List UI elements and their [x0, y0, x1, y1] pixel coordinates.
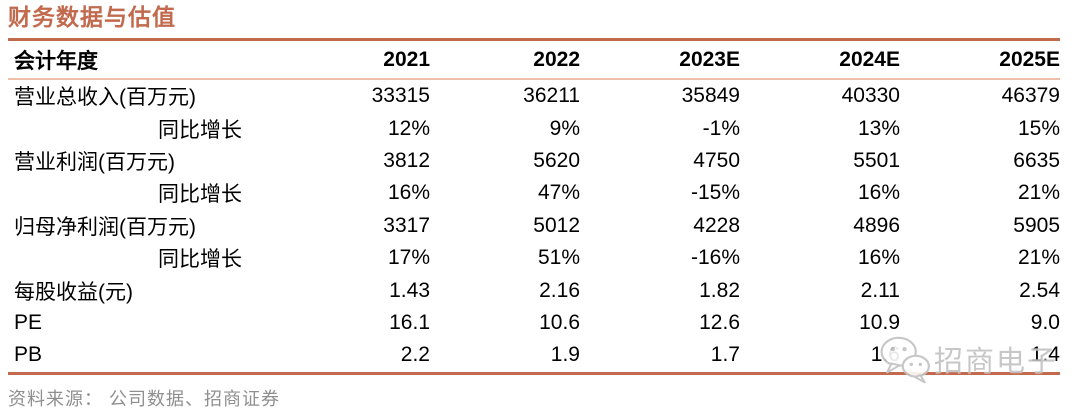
cell-value: 5620: [533, 148, 580, 172]
table-row: 同比增长 12% 9% -1% 13% 15%: [8, 112, 1060, 144]
cell-value: 15%: [1017, 116, 1060, 140]
cell-value: 1.4: [1030, 343, 1060, 367]
row-label: PE: [14, 310, 43, 334]
cell-value: -15%: [690, 181, 740, 205]
table-row: PB 2.2 1.9 1.7 1.6 1.4: [8, 339, 1060, 374]
cell-value: 21%: [1017, 181, 1060, 205]
cell-value: 1.7: [710, 343, 740, 367]
cell-value: 35849: [681, 84, 740, 108]
row-label: PB: [14, 343, 43, 367]
cell-value: -16%: [690, 246, 740, 270]
cell-value: 9%: [549, 116, 580, 140]
cell-value: 40330: [841, 84, 900, 108]
row-label: 同比增长: [158, 183, 242, 207]
cell-value: 1.6: [870, 343, 900, 367]
column-header-year: 2025E: [999, 47, 1060, 71]
cell-value: 1.43: [389, 278, 430, 302]
page-title: 财务数据与估值: [8, 4, 176, 30]
cell-value: 2.16: [539, 278, 580, 302]
table-row: 每股收益(元) 1.43 2.16 1.82 2.11 2.54: [8, 274, 1060, 306]
table-row: 营业总收入(百万元) 33315 36211 35849 40330 46379: [8, 79, 1060, 112]
cell-value: 16%: [857, 246, 900, 270]
cell-value: 9.0: [1030, 310, 1060, 334]
cell-value: 1.82: [699, 278, 740, 302]
cell-value: 3317: [383, 213, 430, 237]
cell-value: 2.54: [1019, 278, 1060, 302]
cell-value: 12.6: [699, 310, 740, 334]
table-body: 营业总收入(百万元) 33315 36211 35849 40330 46379 同比增长 1…: [8, 79, 1060, 374]
column-header-year: 2021: [383, 47, 430, 71]
source-note: 资料来源： 公司数据、招商证券: [8, 388, 280, 409]
column-header-year: 2023E: [679, 47, 740, 71]
cell-value: 13%: [857, 116, 900, 140]
cell-value: 5501: [853, 148, 900, 172]
row-label: 营业利润(百万元): [14, 150, 175, 174]
column-header-year: 2024E: [839, 47, 900, 71]
cell-value: 33315: [371, 84, 430, 108]
cell-value: 47%: [537, 181, 580, 205]
table-row: 归母净利润(百万元) 3317 5012 4228 4896 5905: [8, 210, 1060, 242]
cell-value: 2.11: [860, 278, 900, 302]
row-label: 营业总收入(百万元): [14, 86, 196, 110]
cell-value: 16.1: [389, 310, 430, 334]
cell-value: 4896: [853, 213, 900, 237]
cell-value: 3812: [383, 148, 430, 172]
row-label: 同比增长: [158, 248, 242, 272]
cell-value: 2.2: [400, 343, 430, 367]
row-label: 同比增长: [158, 118, 242, 142]
cell-value: 4750: [693, 148, 740, 172]
cell-value: 5905: [1013, 213, 1060, 237]
cell-value: 1.9: [550, 343, 580, 367]
cell-value: 21%: [1017, 246, 1060, 270]
cell-value: 12%: [387, 116, 430, 140]
table-row: PE 16.1 10.6 12.6 10.9 9.0: [8, 307, 1060, 339]
column-header-year: 2022: [533, 47, 580, 71]
table-row: 营业利润(百万元) 3812 5620 4750 5501 6635: [8, 145, 1060, 177]
row-label: 归母净利润(百万元): [14, 215, 196, 239]
table-row: 同比增长 17% 51% -16% 16% 21%: [8, 242, 1060, 274]
cell-value: 10.6: [539, 310, 580, 334]
column-header-label: 会计年度: [14, 49, 98, 73]
cell-value: 16%: [857, 181, 900, 205]
cell-value: 16%: [387, 181, 430, 205]
table-header-row: 会计年度 2021 2022 2023E 2024E 2025E: [8, 39, 1060, 79]
cell-value: 51%: [537, 246, 580, 270]
row-label: 每股收益(元): [14, 280, 133, 304]
table-row: 同比增长 16% 47% -15% 16% 21%: [8, 177, 1060, 209]
cell-value: -1%: [702, 116, 740, 140]
cell-value: 17%: [387, 246, 430, 270]
cell-value: 6635: [1013, 148, 1060, 172]
cell-value: 10.9: [859, 310, 900, 334]
cell-value: 5012: [533, 213, 580, 237]
financial-table: 会计年度 2021 2022 2023E 2024E 2025E 营业总收入(百万元) 33…: [8, 38, 1060, 375]
cell-value: 36211: [523, 84, 580, 108]
cell-value: 4228: [693, 213, 740, 237]
cell-value: 46379: [1001, 84, 1060, 108]
